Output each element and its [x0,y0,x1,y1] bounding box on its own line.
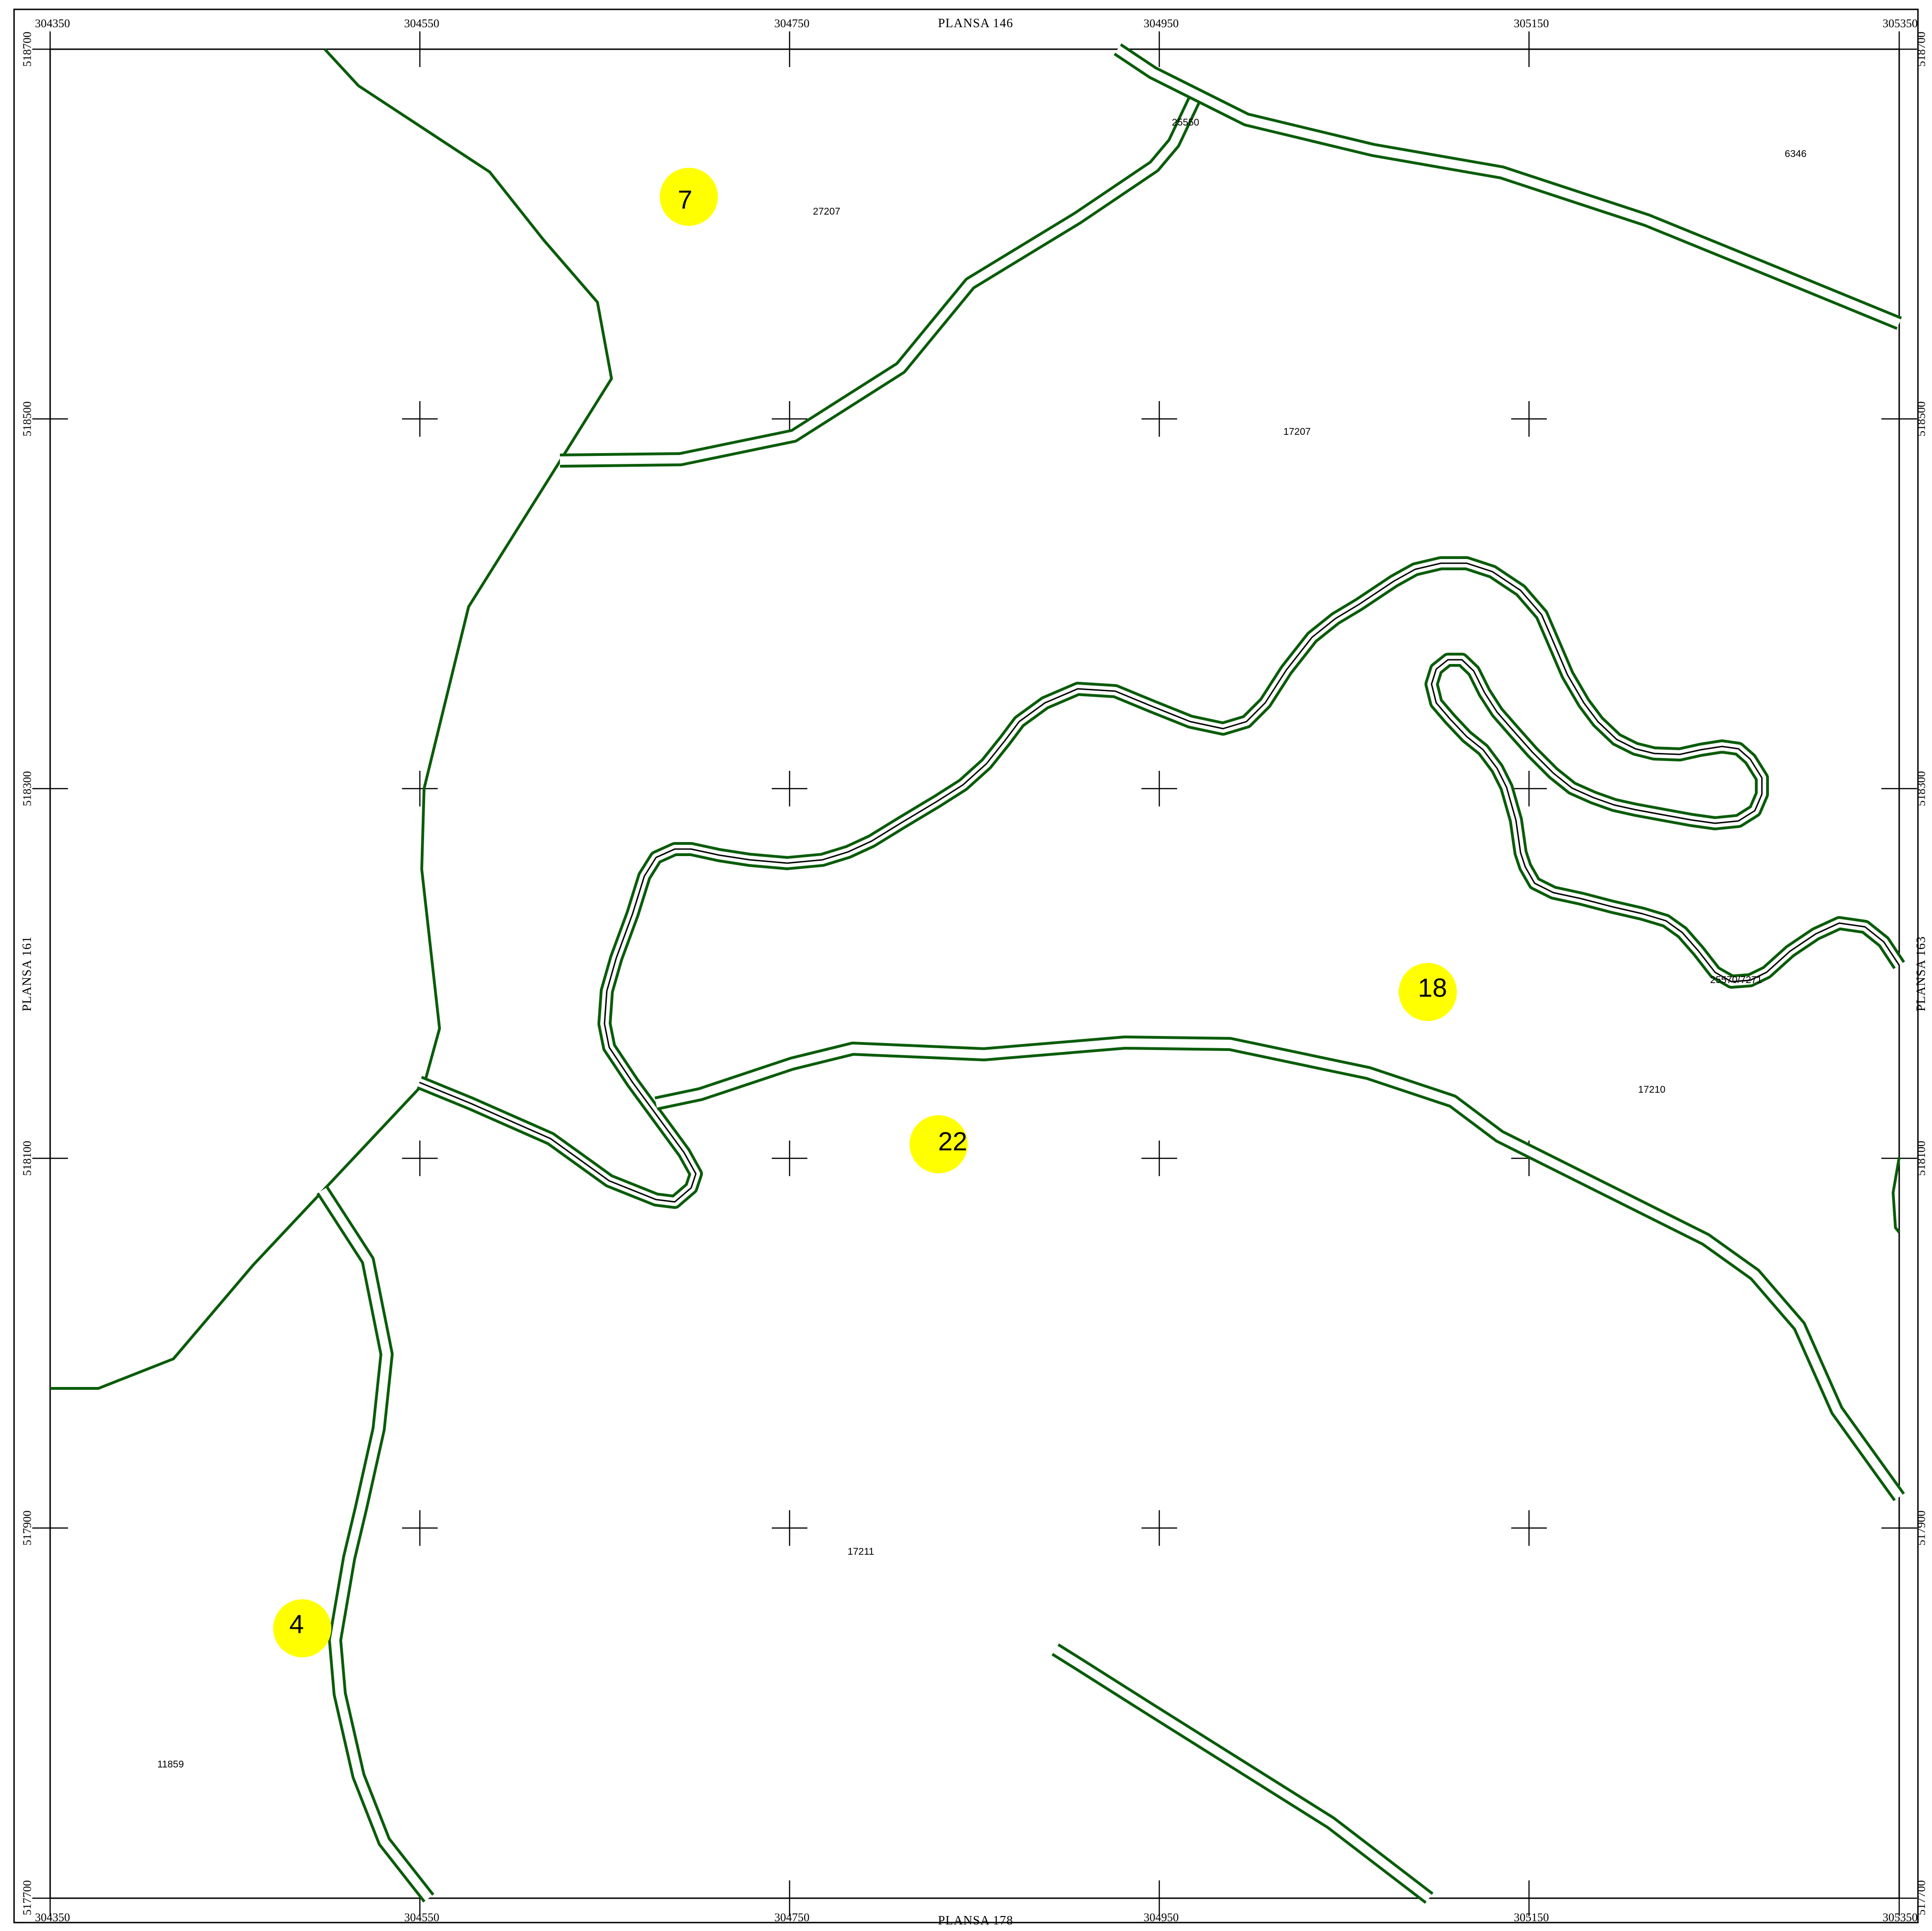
x-tick-bottom-5: 305350 [1883,1911,1918,1924]
y-tick-left-3: 518100 [21,1141,34,1176]
boundary-east-edge [1892,1157,1901,1233]
x-tick-bottom-4: 305150 [1514,1911,1549,1924]
sheet-label-top: PLANSA 146 [938,16,1014,30]
zone-marker-circle [910,1115,968,1173]
parcel-boundaries [50,48,1901,1390]
parcel-label-6346: 6346 [1785,149,1807,159]
x-tick-top-0: 304350 [35,17,70,30]
zone-number: 18 [1418,973,1447,1002]
zone-number: 22 [938,1126,967,1156]
road-main-arc [654,1036,1905,1501]
sheet-label-bottom: PLANSA 178 [938,1913,1014,1927]
sheet-label-right: PLANSA 163 [1914,936,1928,1012]
sheet-label-left: PLANSA 161 [20,936,34,1012]
x-tick-bottom-0: 304350 [35,1911,70,1924]
x-tick-bottom-1: 304550 [404,1911,440,1924]
y-tick-left-5: 517700 [21,1880,34,1916]
x-tick-top-4: 305150 [1514,17,1549,30]
zone-number: 4 [289,1609,304,1639]
y-tick-right-3: 518100 [1915,1141,1928,1176]
parcel-label-25550: 25550 [1172,117,1199,128]
y-tick-right-1: 518500 [1915,402,1928,437]
road-north-branch [559,95,1201,468]
y-tick-right-2: 518300 [1915,771,1928,806]
zone-marker-circle [660,168,718,226]
y-tick-right-0: 518700 [1915,32,1928,67]
x-tick-top-3: 304950 [1144,17,1179,30]
boundary-south-west [50,1087,421,1390]
x-tick-top-2: 304750 [775,17,810,30]
roads [316,43,1905,1904]
parcel-label-27207: 27207 [813,206,840,217]
x-tick-top-1: 304550 [404,17,440,30]
zone-marker-18[interactable]: 18 [1399,963,1457,1021]
zone-markers: 7 18 22 4 [273,168,1457,1657]
parcel-labels: 25550 6346 27207 17207 25570/7271 17210 … [157,117,1807,1770]
zone-marker-circle [273,1599,331,1657]
x-tick-bottom-3: 304950 [1144,1911,1179,1924]
zone-marker-circle [1399,963,1457,1021]
grid-crosses [32,31,1917,1916]
map-frame [49,48,1900,1899]
parcel-label-17210: 17210 [1638,1084,1665,1095]
y-tick-right-4: 517900 [1915,1511,1928,1546]
parcel-label-17207: 17207 [1283,426,1311,437]
zone-number: 7 [678,185,692,214]
y-tick-left-0: 518700 [21,32,34,67]
y-tick-left-1: 518500 [21,402,34,437]
zone-marker-22[interactable]: 22 [910,1115,968,1173]
y-tick-left-4: 517900 [21,1511,34,1546]
zone-marker-4[interactable]: 4 [273,1599,331,1657]
parcel-label-25570-7271: 25570/7271 [1710,975,1762,985]
road-northeast [1113,43,1902,330]
boundary-west-ridge [323,48,613,1085]
zone-marker-7[interactable]: 7 [660,168,718,226]
x-tick-top-5: 305350 [1883,17,1918,30]
parcel-label-11859: 11859 [157,1759,184,1770]
parcel-label-17211: 17211 [848,1546,874,1557]
outer-frame [13,8,1919,1924]
y-tick-right-5: 517700 [1915,1880,1928,1916]
x-tick-bottom-2: 304750 [775,1911,810,1924]
y-tick-left-2: 518300 [21,771,34,806]
